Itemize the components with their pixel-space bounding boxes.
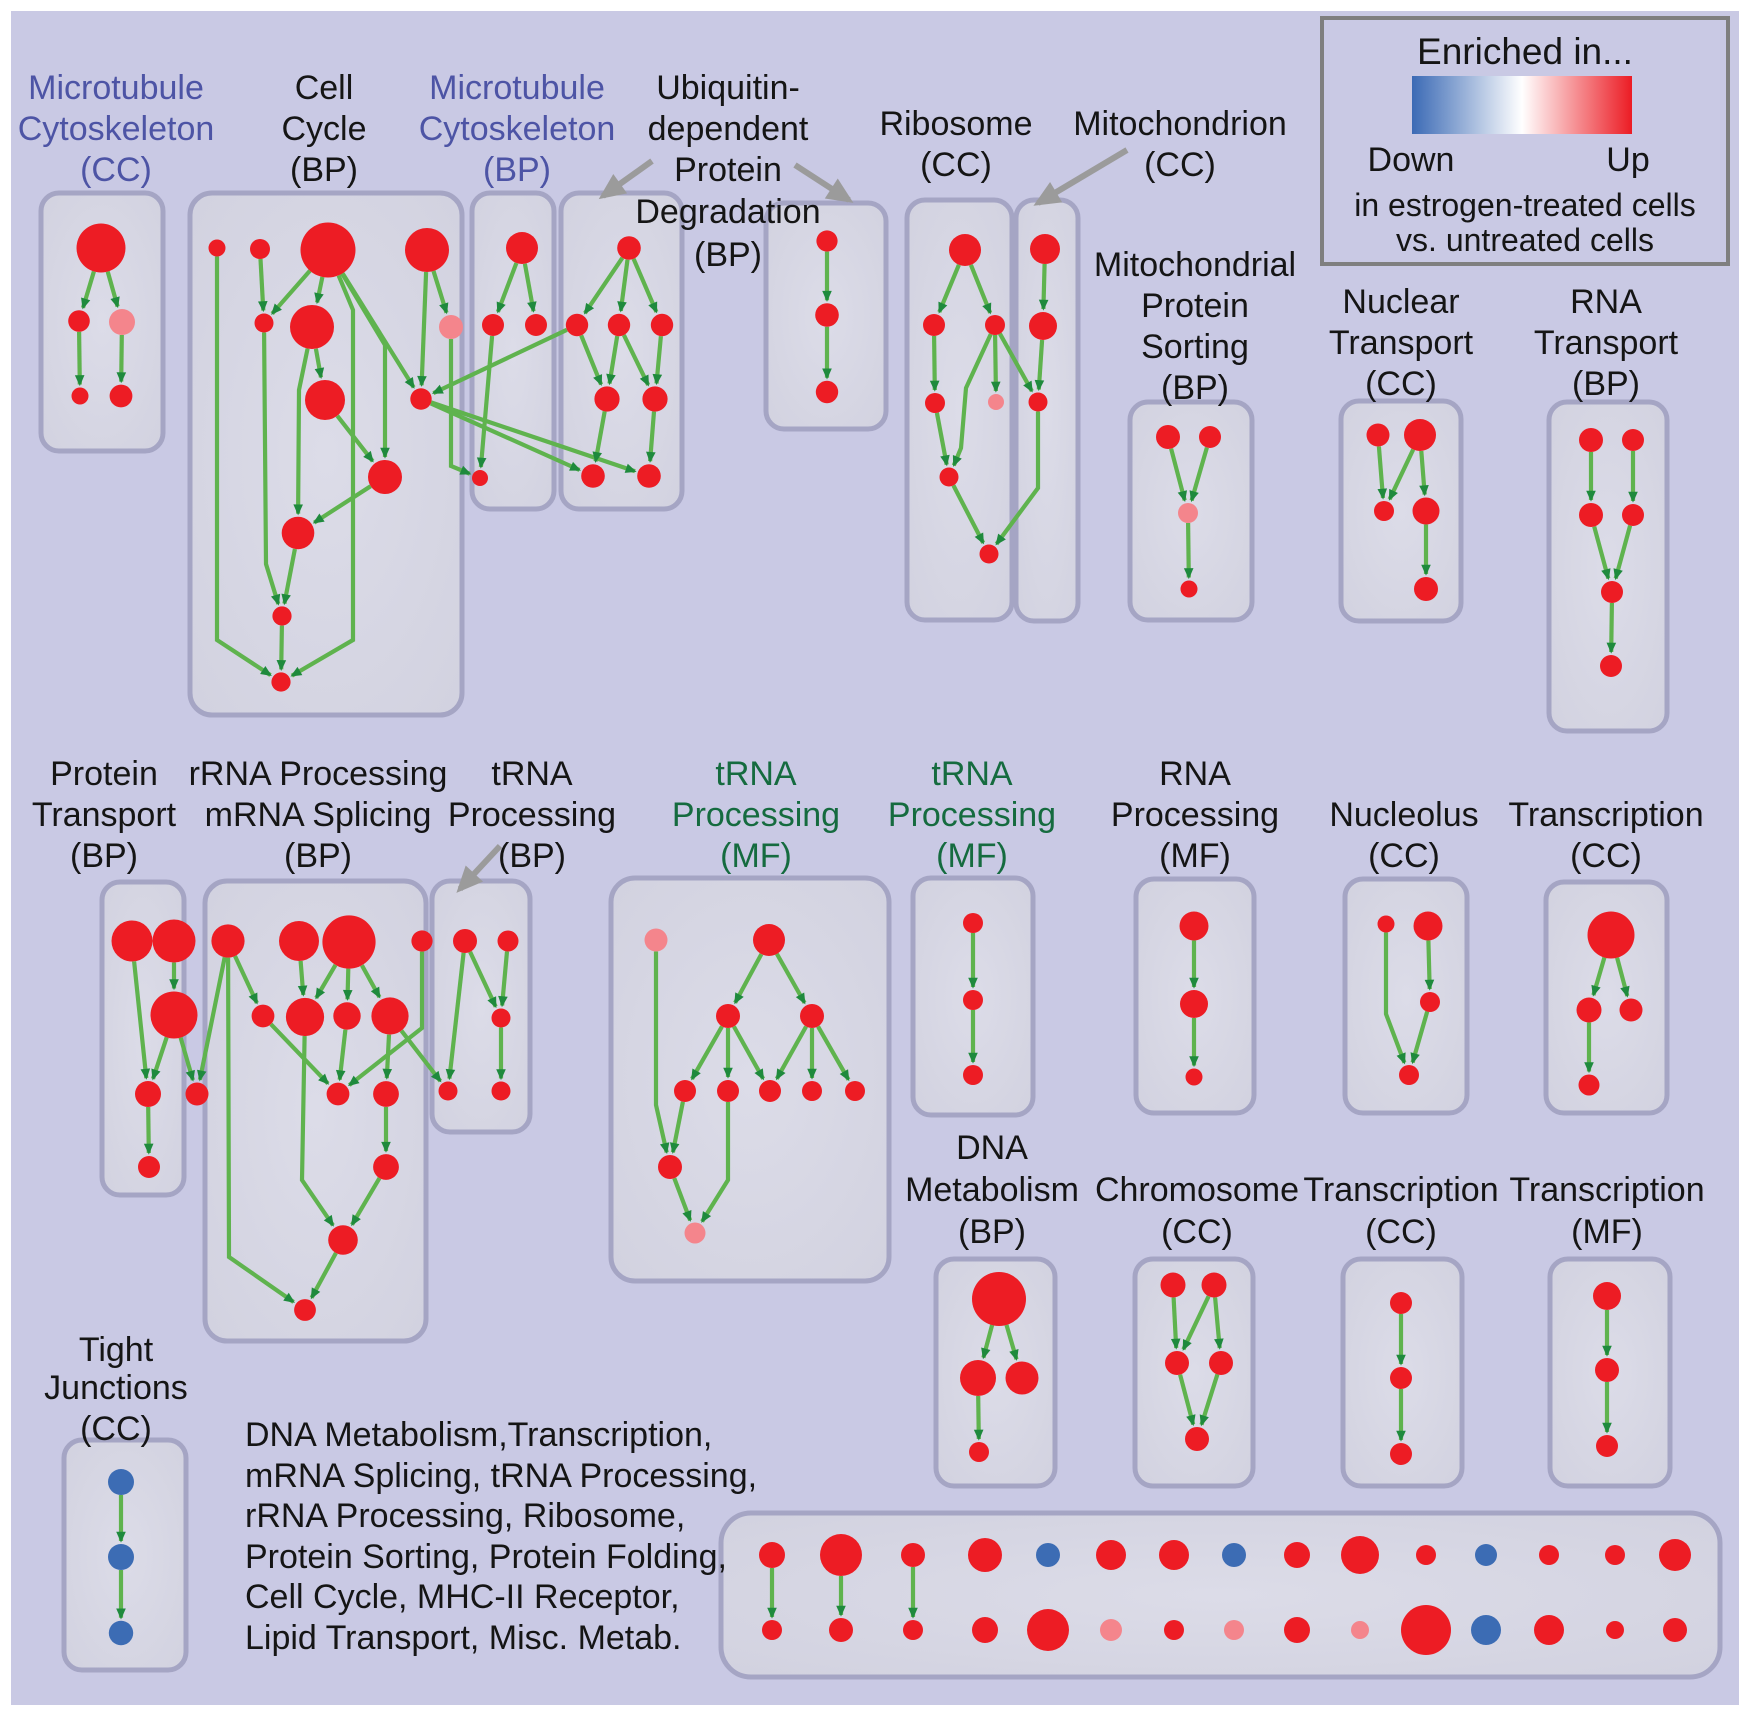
svg-text:(BP): (BP): [70, 837, 138, 875]
svg-text:Up: Up: [1606, 141, 1649, 179]
svg-text:tRNA: tRNA: [715, 755, 797, 793]
svg-text:Cytoskeleton: Cytoskeleton: [419, 110, 616, 148]
svg-text:Cytoskeleton: Cytoskeleton: [18, 110, 215, 148]
svg-text:Transport: Transport: [1329, 324, 1474, 362]
svg-text:Sorting: Sorting: [1141, 328, 1249, 366]
svg-text:Tight: Tight: [79, 1331, 154, 1369]
svg-text:Chromosome: Chromosome: [1095, 1171, 1299, 1209]
svg-text:Degradation: Degradation: [635, 193, 820, 231]
svg-text:(CC): (CC): [1365, 1213, 1437, 1251]
svg-text:Protein: Protein: [674, 151, 782, 189]
svg-text:(MF): (MF): [1159, 837, 1231, 875]
svg-text:(BP): (BP): [284, 837, 352, 875]
svg-text:Processing: Processing: [448, 796, 616, 834]
svg-text:Transcription: Transcription: [1303, 1171, 1498, 1209]
svg-text:(CC): (CC): [1161, 1213, 1233, 1251]
svg-text:Transcription: Transcription: [1509, 1171, 1704, 1209]
svg-text:Junctions: Junctions: [44, 1369, 188, 1407]
svg-text:rRNA Processing, Ribosome,: rRNA Processing, Ribosome,: [245, 1497, 685, 1535]
svg-text:(BP): (BP): [1161, 369, 1229, 407]
svg-text:(CC): (CC): [920, 146, 992, 184]
svg-text:Nuclear: Nuclear: [1342, 283, 1459, 321]
svg-text:in estrogen-treated cells: in estrogen-treated cells: [1354, 187, 1696, 223]
svg-text:Processing: Processing: [1111, 796, 1279, 834]
svg-text:Mitochondrion: Mitochondrion: [1073, 105, 1287, 143]
svg-text:tRNA: tRNA: [931, 755, 1013, 793]
svg-text:Nucleolus: Nucleolus: [1329, 796, 1478, 834]
svg-text:tRNA: tRNA: [491, 755, 573, 793]
svg-text:Protein: Protein: [50, 755, 158, 793]
svg-text:Down: Down: [1368, 141, 1455, 179]
svg-text:(BP): (BP): [958, 1213, 1026, 1251]
svg-text:(BP): (BP): [483, 151, 551, 189]
svg-text:(MF): (MF): [1571, 1213, 1643, 1251]
svg-text:Processing: Processing: [888, 796, 1056, 834]
svg-text:dependent: dependent: [648, 110, 809, 148]
svg-text:mRNA Splicing, tRNA Processing: mRNA Splicing, tRNA Processing,: [245, 1457, 757, 1495]
svg-text:RNA: RNA: [1570, 283, 1642, 321]
svg-text:Cell: Cell: [295, 69, 354, 107]
svg-text:Lipid Transport, Misc. Metab.: Lipid Transport, Misc. Metab.: [245, 1619, 682, 1657]
svg-text:Ribosome: Ribosome: [879, 105, 1032, 143]
svg-text:(BP): (BP): [290, 151, 358, 189]
svg-text:(CC): (CC): [1570, 837, 1642, 875]
svg-text:Enriched in...: Enriched in...: [1417, 31, 1633, 72]
svg-text:Metabolism: Metabolism: [905, 1171, 1079, 1209]
svg-text:(CC): (CC): [80, 1410, 152, 1448]
svg-text:Transcription: Transcription: [1508, 796, 1703, 834]
svg-text:Protein: Protein: [1141, 287, 1249, 325]
svg-text:DNA Metabolism,Transcription,: DNA Metabolism,Transcription,: [245, 1416, 712, 1454]
svg-text:Transport: Transport: [32, 796, 177, 834]
svg-text:(MF): (MF): [720, 837, 792, 875]
svg-text:(CC): (CC): [1144, 146, 1216, 184]
svg-text:(BP): (BP): [694, 236, 762, 274]
svg-text:(CC): (CC): [1365, 365, 1437, 403]
svg-text:mRNA Splicing: mRNA Splicing: [205, 796, 432, 834]
svg-text:Cycle: Cycle: [281, 110, 366, 148]
svg-text:vs. untreated cells: vs. untreated cells: [1396, 222, 1654, 258]
svg-text:(BP): (BP): [498, 837, 566, 875]
svg-text:Transport: Transport: [1534, 324, 1679, 362]
svg-text:rRNA Processing: rRNA Processing: [189, 755, 448, 793]
svg-text:Ubiquitin-: Ubiquitin-: [656, 69, 800, 107]
svg-text:(CC): (CC): [1368, 837, 1440, 875]
svg-text:DNA: DNA: [956, 1129, 1028, 1167]
svg-text:Microtubule: Microtubule: [429, 69, 605, 107]
svg-text:(MF): (MF): [936, 837, 1008, 875]
svg-text:Microtubule: Microtubule: [28, 69, 204, 107]
svg-text:(CC): (CC): [80, 151, 152, 189]
svg-text:Processing: Processing: [672, 796, 840, 834]
svg-text:RNA: RNA: [1159, 755, 1231, 793]
svg-text:Cell Cycle, MHC-II Receptor,: Cell Cycle, MHC-II Receptor,: [245, 1578, 680, 1616]
svg-text:(BP): (BP): [1572, 365, 1640, 403]
svg-text:Mitochondrial: Mitochondrial: [1094, 246, 1296, 284]
svg-text:Protein Sorting, Protein Foldi: Protein Sorting, Protein Folding,: [245, 1538, 727, 1576]
